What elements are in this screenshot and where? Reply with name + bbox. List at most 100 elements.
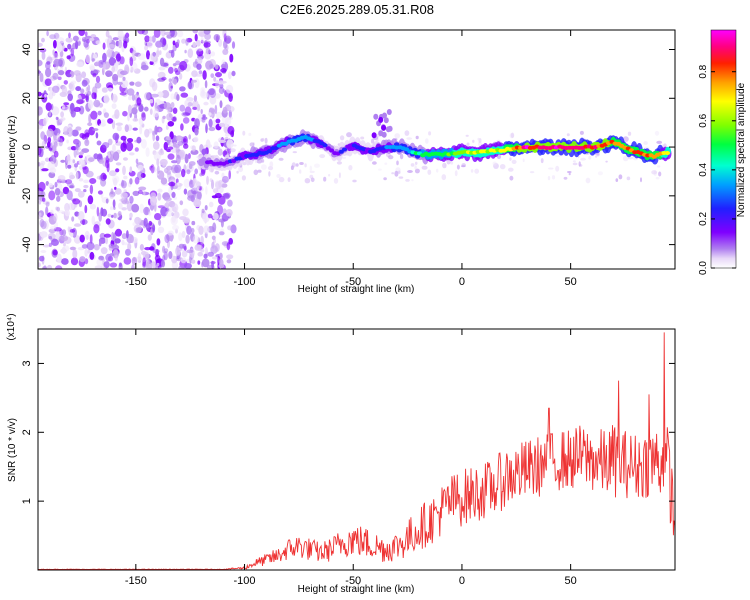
- noise-speckle: [69, 229, 76, 233]
- noise-speckle: [220, 68, 227, 73]
- noise-speckle: [627, 156, 633, 160]
- noise-speckle: [52, 72, 59, 80]
- noise-speckle: [145, 147, 150, 158]
- noise-speckle: [134, 216, 141, 225]
- signal-core: [664, 151, 671, 155]
- noise-speckle: [102, 42, 106, 50]
- noise-speckle: [203, 101, 209, 106]
- noise-speckle: [59, 118, 64, 123]
- noise-speckle: [404, 130, 410, 136]
- noise-speckle: [122, 242, 129, 246]
- colorbar-tick-label: 0.0: [698, 261, 709, 275]
- noise-speckle: [51, 91, 56, 97]
- noise-speckle: [42, 197, 46, 202]
- noise-speckle: [224, 123, 228, 127]
- noise-speckle: [60, 111, 64, 118]
- side-feature: [373, 113, 379, 120]
- noise-speckle: [79, 256, 86, 263]
- noise-speckle: [86, 90, 92, 96]
- noise-speckle: [140, 139, 147, 149]
- noise-speckle: [241, 175, 246, 181]
- spectrogram-x-label: Height of straight line (km): [298, 284, 415, 295]
- noise-speckle: [103, 233, 112, 238]
- figure-title: C2E6.2025.289.05.31.R08: [280, 2, 434, 17]
- noise-speckle: [554, 155, 561, 157]
- noise-speckle: [157, 71, 166, 79]
- noise-speckle: [124, 64, 130, 75]
- noise-speckle: [158, 149, 165, 156]
- noise-speckle: [131, 107, 138, 115]
- noise-speckle: [159, 57, 165, 67]
- noise-speckle: [48, 147, 53, 151]
- noise-speckle: [62, 104, 65, 110]
- noise-speckle: [121, 207, 127, 211]
- noise-speckle: [295, 163, 299, 167]
- noise-speckle: [56, 195, 61, 202]
- noise-speckle: [76, 99, 84, 105]
- noise-speckle: [472, 139, 475, 143]
- noise-speckle: [221, 183, 228, 188]
- spectrogram-panel: -150 -100 -50 0 50 -40 -20 0 20 40 Height of str…: [7, 29, 676, 295]
- noise-speckle: [219, 100, 223, 109]
- noise-speckle: [188, 163, 193, 170]
- noise-speckle: [38, 142, 41, 147]
- noise-speckle: [155, 135, 160, 142]
- noise-speckle: [287, 177, 291, 183]
- noise-speckle: [67, 226, 71, 233]
- noise-speckle: [186, 225, 192, 235]
- noise-speckle: [149, 99, 154, 104]
- noise-speckle: [131, 50, 137, 57]
- noise-speckle: [141, 112, 146, 122]
- noise-speckle: [228, 92, 233, 102]
- noise-speckle: [292, 151, 297, 154]
- noise-speckle: [103, 112, 109, 118]
- noise-speckle: [219, 80, 227, 84]
- noise-speckle: [208, 88, 215, 96]
- noise-speckle: [157, 188, 163, 193]
- noise-speckle: [38, 124, 43, 130]
- noise-speckle: [113, 212, 117, 219]
- noise-speckle: [193, 95, 197, 102]
- noise-speckle: [88, 157, 95, 163]
- noise-speckle: [70, 146, 77, 151]
- noise-speckle: [46, 128, 54, 138]
- noise-speckle: [264, 137, 268, 144]
- noise-speckle: [226, 37, 231, 44]
- noise-speckle: [211, 235, 216, 240]
- noise-speckle: [109, 262, 118, 268]
- noise-speckle: [172, 40, 176, 46]
- noise-speckle: [153, 141, 160, 150]
- noise-speckle: [204, 80, 208, 89]
- noise-speckle: [167, 153, 175, 160]
- noise-speckle: [98, 241, 102, 247]
- noise-speckle: [222, 106, 228, 114]
- signal-core: [273, 146, 279, 150]
- noise-speckle: [70, 80, 77, 85]
- noise-speckle: [132, 222, 137, 226]
- noise-speckle: [92, 53, 98, 59]
- noise-speckle: [214, 104, 218, 115]
- noise-speckle: [208, 126, 216, 132]
- noise-speckle: [406, 137, 413, 140]
- noise-speckle: [65, 179, 73, 185]
- noise-speckle: [66, 73, 72, 78]
- noise-speckle: [85, 170, 94, 178]
- noise-speckle: [83, 184, 89, 189]
- noise-speckle: [87, 84, 91, 92]
- noise-speckle: [100, 178, 107, 187]
- x-tick-label: 50: [565, 276, 577, 288]
- noise-speckle: [116, 125, 122, 132]
- noise-speckle: [149, 108, 153, 115]
- noise-speckle: [211, 256, 219, 260]
- noise-speckle: [60, 235, 69, 242]
- noise-speckle: [167, 230, 174, 236]
- noise-speckle: [108, 44, 116, 49]
- noise-speckle: [217, 148, 223, 156]
- noise-speckle: [161, 90, 170, 99]
- noise-speckle: [510, 132, 515, 139]
- noise-speckle: [137, 252, 141, 261]
- noise-speckle: [78, 151, 84, 155]
- noise-speckle: [144, 106, 149, 112]
- noise-speckle: [145, 223, 150, 231]
